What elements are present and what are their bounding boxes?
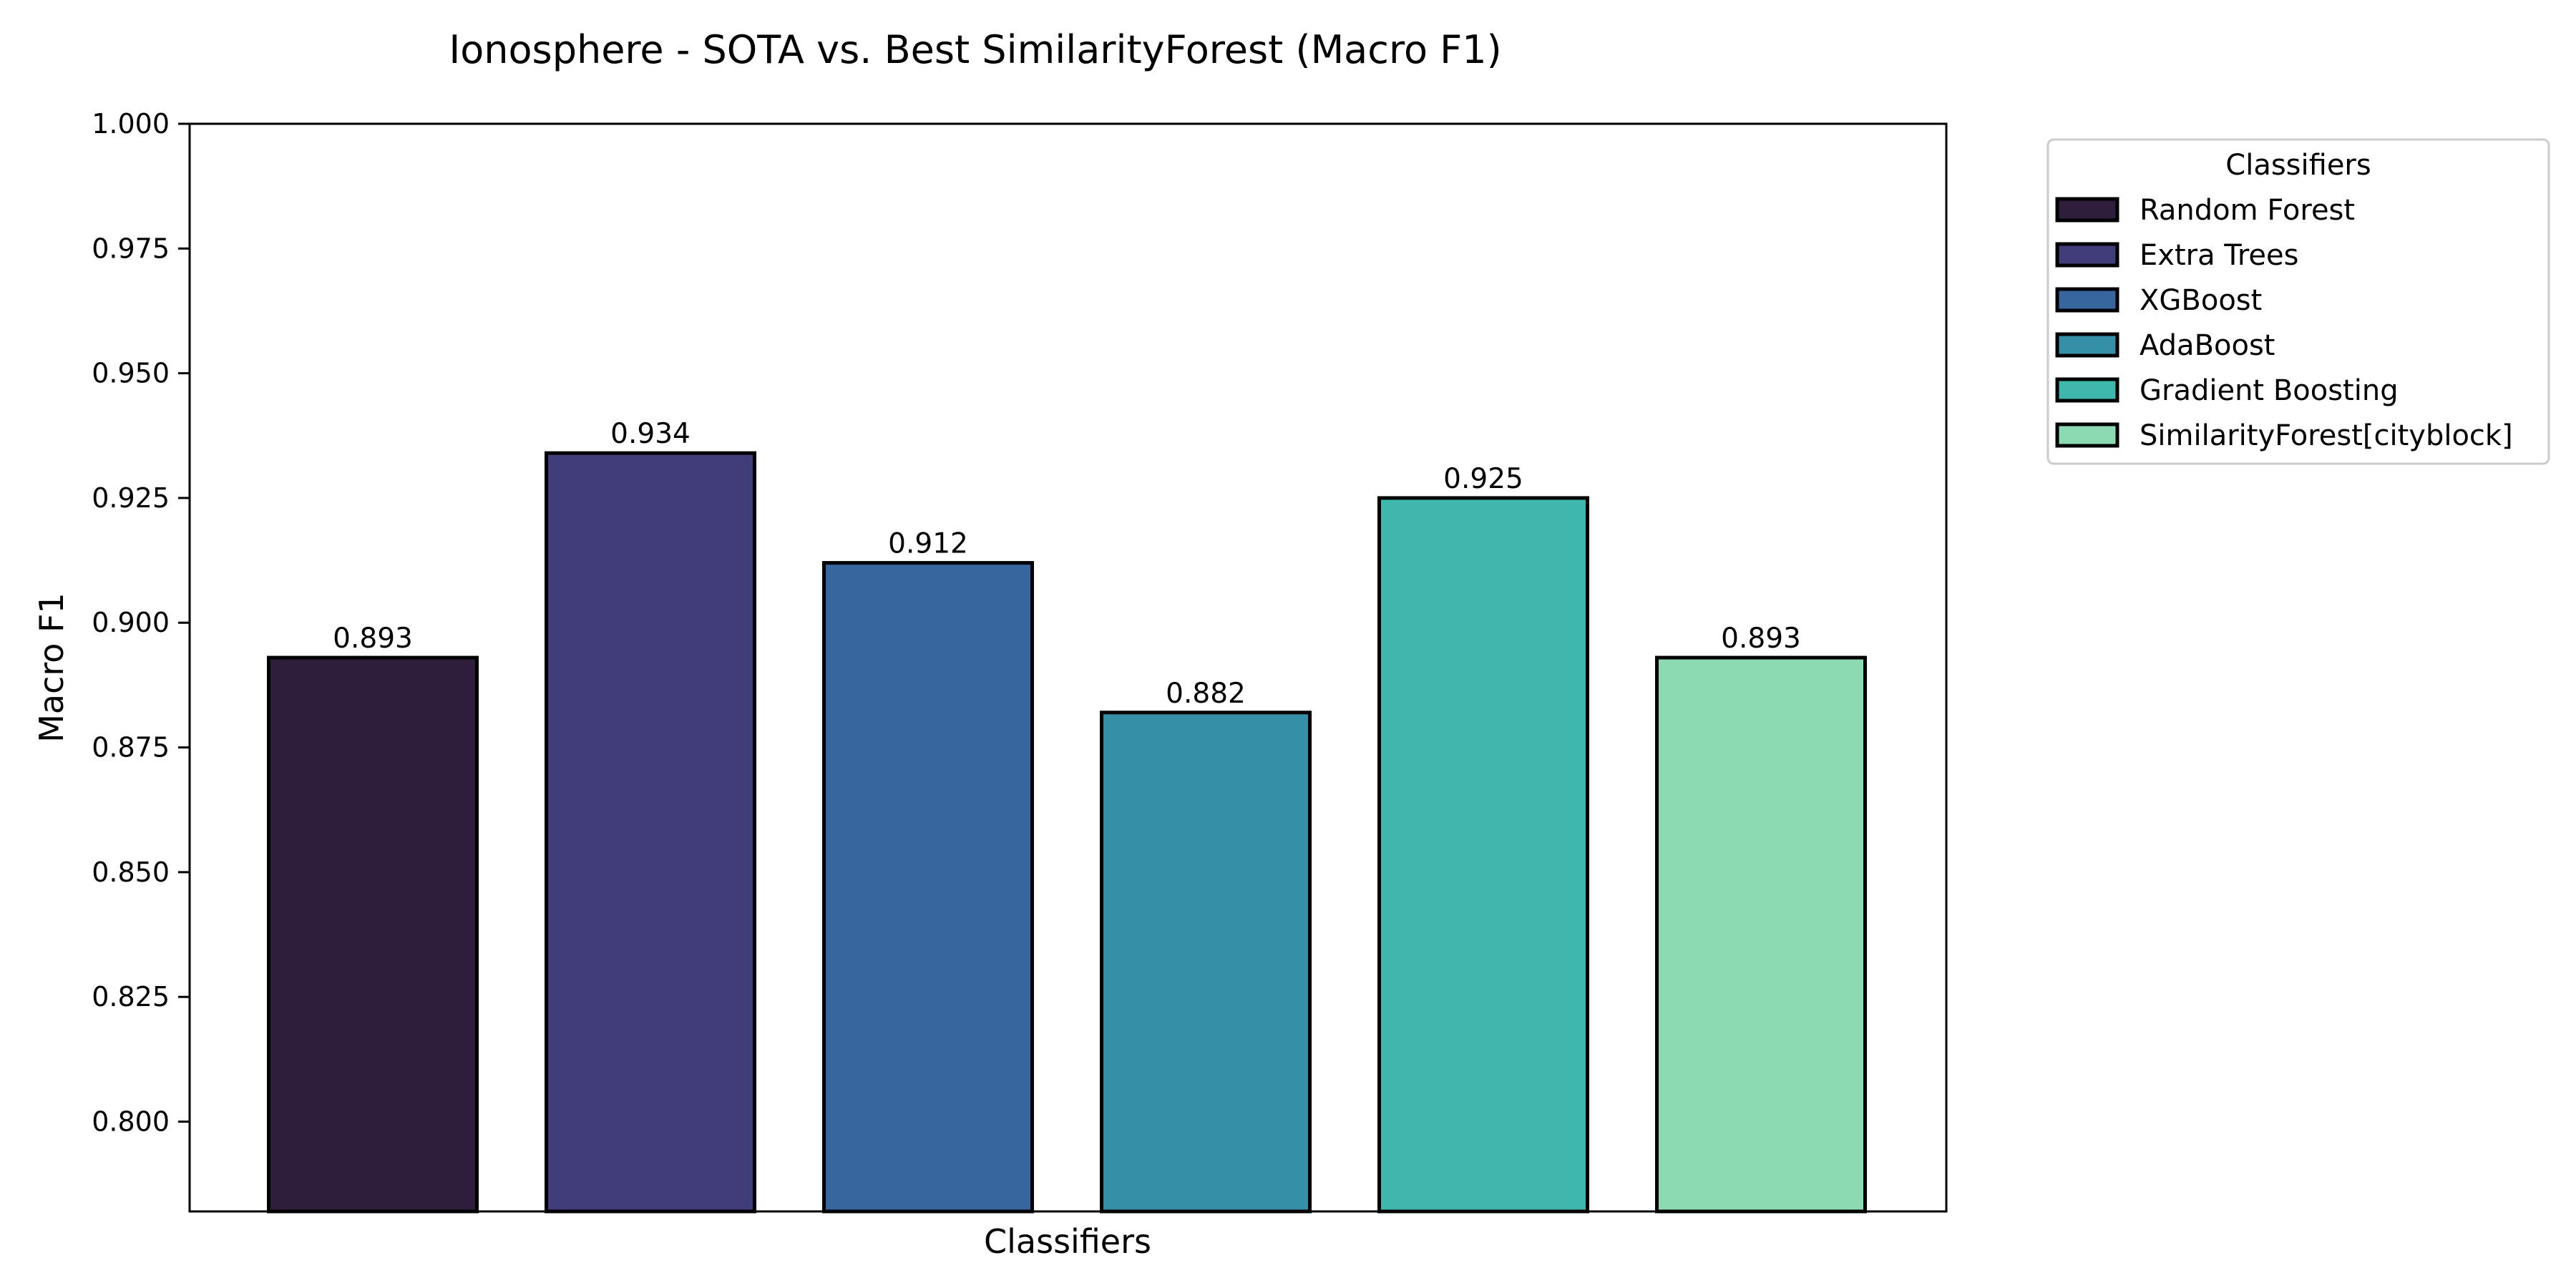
- legend-label-xgboost: XGBoost: [2140, 284, 2262, 317]
- y-tick-label: 0.900: [92, 607, 170, 638]
- legend-swatch-similarityforest-cityblock: [2055, 422, 2119, 448]
- y-tick-label: 0.975: [92, 233, 170, 264]
- value-label-extra-trees: 0.934: [610, 418, 691, 450]
- y-tick-label: 0.950: [92, 358, 170, 389]
- value-label-adaboost: 0.882: [1166, 678, 1246, 710]
- legend-label-extra-trees: Extra Trees: [2140, 239, 2298, 272]
- legend-swatch-extra-trees: [2055, 242, 2119, 268]
- legend-label-adaboost: AdaBoost: [2140, 329, 2275, 362]
- y-axis: 0.800 0.825 0.850 0.875 0.900 0.925 0.950 0.975…: [92, 108, 190, 1137]
- value-label-xgboost: 0.912: [888, 528, 968, 560]
- value-label-random-forest: 0.893: [333, 623, 413, 655]
- bar-adaboost: [1100, 711, 1312, 1214]
- value-label-similarityforest-cityblock: 0.893: [1721, 623, 1801, 655]
- y-tick-label: 0.875: [92, 732, 170, 763]
- legend-swatch-random-forest: [2055, 197, 2119, 223]
- legend-label-gradient-boosting: Gradient Boosting: [2140, 374, 2399, 407]
- x-axis-label: Classifiers: [984, 1222, 1151, 1261]
- y-tick-label: 0.925: [92, 482, 170, 514]
- bar-similarityforest-cityblock: [1655, 655, 1867, 1214]
- y-tick-label: 1.000: [92, 108, 170, 140]
- value-label-gradient-boosting: 0.925: [1443, 463, 1523, 495]
- legend-swatch-gradient-boosting: [2055, 377, 2119, 403]
- chart-title: Ionosphere - SOTA vs. Best SimilarityFor…: [449, 27, 1501, 72]
- bars-layer: [267, 451, 1867, 1214]
- legend-frame: [2046, 138, 2550, 465]
- legend-swatch-xgboost: [2055, 287, 2119, 313]
- bar-xgboost: [822, 561, 1034, 1214]
- legend-label-random-forest: Random Forest: [2140, 194, 2355, 227]
- y-tick-label: 0.825: [92, 981, 170, 1013]
- plot-frame: [188, 122, 1948, 1213]
- value-labels-layer: 0.893 0.934 0.912 0.882 0.925 0.893: [333, 418, 1801, 710]
- bar-extra-trees: [545, 451, 756, 1214]
- legend-title: Classifiers: [2225, 149, 2371, 182]
- legend-swatch-adaboost: [2055, 332, 2119, 358]
- legend-label-similarityforest-cityblock: SimilarityForest[cityblock]: [2140, 419, 2513, 452]
- y-tick-label: 0.850: [92, 857, 170, 888]
- bar-gradient-boosting: [1377, 496, 1589, 1214]
- y-tick-label: 0.800: [92, 1106, 170, 1137]
- legend-items: Random Forest Extra Trees XGBoost AdaBoost G…: [2055, 194, 2513, 452]
- legend: Classifiers Random Forest Extra Trees XGBo…: [2046, 138, 2550, 465]
- y-axis-label: Macro F1: [32, 592, 71, 743]
- bar-random-forest: [267, 655, 479, 1214]
